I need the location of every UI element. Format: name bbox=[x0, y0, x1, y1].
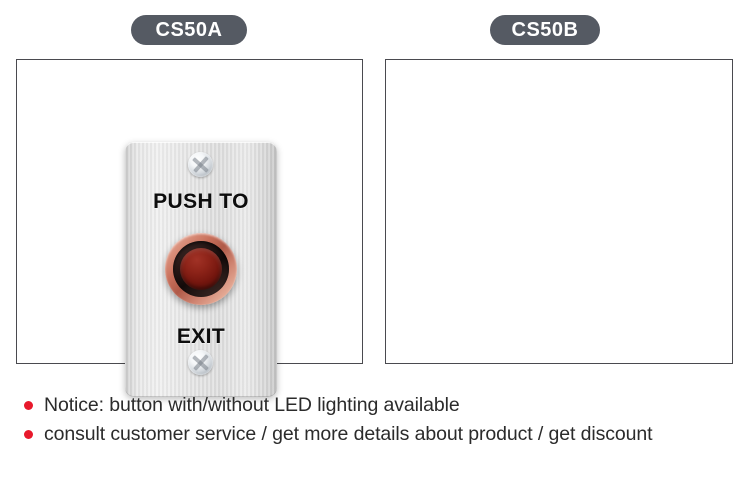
notice-list: Notice: button with/without LED lighting… bbox=[24, 391, 734, 449]
model-label-text: CS50B bbox=[511, 18, 579, 41]
notice-text: consult customer service / get more deta… bbox=[44, 423, 653, 445]
product-image-frame-cs50a: PUSH TO EXIT bbox=[16, 59, 363, 397]
push-button-cs50a[interactable] bbox=[165, 233, 237, 305]
push-to-label: PUSH TO bbox=[153, 190, 249, 213]
notice-item: consult customer service / get more deta… bbox=[24, 420, 734, 449]
exit-label: EXIT bbox=[176, 325, 226, 348]
screw-icon bbox=[188, 152, 213, 177]
button-bezel-ring bbox=[173, 241, 229, 297]
model-label-cs50a: CS50A bbox=[131, 15, 247, 45]
screw-icon bbox=[188, 350, 213, 375]
notice-item: Notice: button with/without LED lighting… bbox=[24, 391, 734, 420]
bullet-icon bbox=[24, 401, 33, 410]
bullet-icon bbox=[24, 430, 33, 439]
product-image-frame-cs50b: PUSH TO EXIT bbox=[385, 59, 733, 364]
notice-text: Notice: button with/without LED lighting… bbox=[44, 394, 460, 416]
model-label-text: CS50A bbox=[155, 18, 223, 41]
model-label-cs50b: CS50B bbox=[490, 15, 600, 45]
button-led-face bbox=[180, 248, 222, 290]
